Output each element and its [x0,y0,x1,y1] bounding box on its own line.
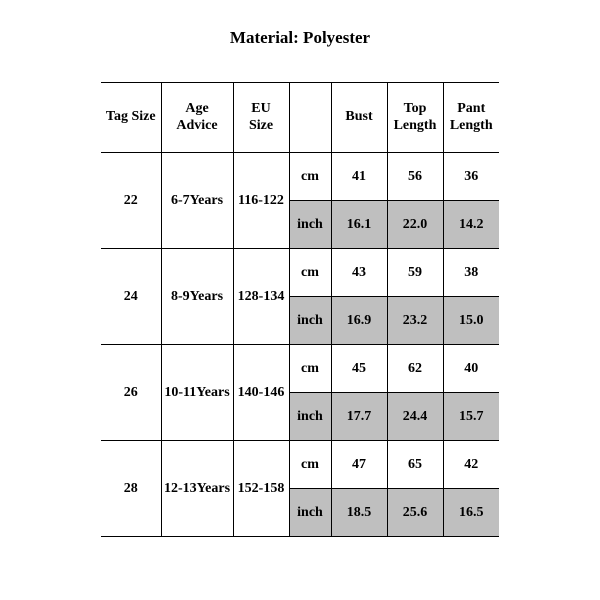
cell-top-inch: 23.2 [387,297,443,345]
cell-bust-inch: 17.7 [331,393,387,441]
cell-eu: 152-158 [233,441,289,537]
col-eu-size: EU Size [233,83,289,153]
table-row: 28 12-13Years 152-158 cm 47 65 42 [101,441,499,489]
cell-bust-cm: 41 [331,153,387,201]
cell-top-inch: 22.0 [387,201,443,249]
size-table: Tag Size Age Advice EU Size Bust Top Len… [101,82,499,537]
cell-eu: 140-146 [233,345,289,441]
cell-age: 8-9Years [161,249,233,345]
cell-tag: 24 [101,249,161,345]
cell-unit-inch: inch [289,489,331,537]
cell-pant-inch: 14.2 [443,201,499,249]
cell-pant-inch: 15.0 [443,297,499,345]
cell-unit-cm: cm [289,345,331,393]
cell-unit-inch: inch [289,393,331,441]
cell-pant-cm: 38 [443,249,499,297]
cell-age: 10-11Years [161,345,233,441]
cell-top-cm: 56 [387,153,443,201]
cell-top-cm: 62 [387,345,443,393]
cell-tag: 28 [101,441,161,537]
cell-pant-cm: 36 [443,153,499,201]
cell-top-inch: 24.4 [387,393,443,441]
cell-top-cm: 59 [387,249,443,297]
cell-age: 6-7Years [161,153,233,249]
cell-tag: 22 [101,153,161,249]
cell-pant-inch: 15.7 [443,393,499,441]
cell-eu: 128-134 [233,249,289,345]
cell-unit-inch: inch [289,297,331,345]
cell-unit-inch: inch [289,201,331,249]
cell-eu: 116-122 [233,153,289,249]
cell-pant-inch: 16.5 [443,489,499,537]
table-row: 22 6-7Years 116-122 cm 41 56 36 [101,153,499,201]
cell-unit-cm: cm [289,153,331,201]
page: Material: Polyester Tag Size Age Advice … [0,0,600,600]
col-unit [289,83,331,153]
cell-bust-inch: 16.9 [331,297,387,345]
cell-top-cm: 65 [387,441,443,489]
col-age-advice: Age Advice [161,83,233,153]
cell-bust-inch: 16.1 [331,201,387,249]
cell-unit-cm: cm [289,249,331,297]
cell-bust-cm: 43 [331,249,387,297]
cell-bust-cm: 47 [331,441,387,489]
table-header-row: Tag Size Age Advice EU Size Bust Top Len… [101,83,499,153]
cell-top-inch: 25.6 [387,489,443,537]
col-tag-size: Tag Size [101,83,161,153]
cell-bust-cm: 45 [331,345,387,393]
cell-pant-cm: 42 [443,441,499,489]
cell-tag: 26 [101,345,161,441]
cell-unit-cm: cm [289,441,331,489]
col-top-length: Top Length [387,83,443,153]
cell-pant-cm: 40 [443,345,499,393]
material-title: Material: Polyester [0,28,600,48]
table-row: 24 8-9Years 128-134 cm 43 59 38 [101,249,499,297]
col-bust: Bust [331,83,387,153]
table-body: 22 6-7Years 116-122 cm 41 56 36 inch 16.… [101,153,499,537]
cell-bust-inch: 18.5 [331,489,387,537]
table-row: 26 10-11Years 140-146 cm 45 62 40 [101,345,499,393]
cell-age: 12-13Years [161,441,233,537]
col-pant-length: Pant Length [443,83,499,153]
